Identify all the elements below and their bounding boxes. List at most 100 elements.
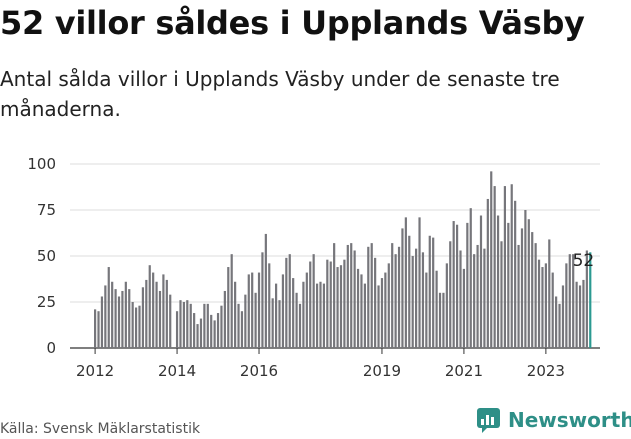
bar: [264, 233, 267, 348]
bar: [418, 217, 421, 348]
bar: [408, 235, 411, 348]
bar: [555, 296, 558, 348]
y-tick-label: 0: [46, 339, 56, 357]
bar: [206, 303, 209, 348]
x-tick-label: 2019: [363, 362, 401, 380]
bar: [572, 254, 575, 348]
bar: [271, 298, 274, 348]
bar: [131, 302, 134, 348]
newsworthy-logo-icon: [477, 408, 500, 433]
bar: [117, 296, 121, 348]
bar: [551, 272, 554, 348]
bar: [210, 314, 213, 348]
x-tick-label: 2023: [527, 362, 565, 380]
bar: [261, 252, 264, 348]
brand-logo[interactable]: Newsworthy: [476, 407, 631, 433]
bar: [230, 254, 233, 348]
bar: [138, 305, 141, 348]
bar: [336, 267, 339, 348]
bar: [353, 250, 356, 348]
bar: [295, 292, 298, 348]
bar: [196, 324, 199, 348]
bar: [186, 300, 189, 348]
x-tick-label: 2021: [445, 362, 483, 380]
bar: [247, 274, 250, 348]
bar: [425, 272, 428, 348]
bar: [380, 278, 384, 348]
bar: [476, 244, 479, 348]
y-tick-label: 25: [37, 293, 56, 311]
bar: [268, 263, 271, 348]
bar: [141, 287, 145, 348]
bar: [107, 267, 110, 348]
bar: [466, 222, 469, 348]
bar: [462, 268, 466, 348]
bar: [302, 281, 305, 348]
bar: [329, 261, 332, 348]
bar: [473, 254, 476, 348]
bar: [387, 263, 390, 348]
bar: [322, 283, 326, 348]
bar: [339, 265, 343, 348]
bar: [333, 243, 336, 348]
bar: [319, 281, 322, 348]
bar: [435, 270, 438, 348]
bar: [432, 237, 435, 348]
bar: [179, 300, 182, 348]
bar: [257, 272, 261, 348]
bar: [568, 254, 571, 348]
bar: [288, 254, 291, 348]
bar: [169, 294, 172, 348]
bar: [148, 265, 151, 348]
bar: [544, 263, 547, 348]
bar: [510, 184, 513, 348]
bar: [363, 283, 366, 348]
bar: [346, 244, 349, 348]
bar: [507, 222, 510, 348]
bar: [428, 235, 431, 348]
bar: [189, 303, 192, 348]
bar: [534, 243, 537, 348]
bar: [193, 313, 196, 348]
bar: [377, 285, 380, 348]
chart-subtitle: Antal sålda villor i Upplands Väsby unde…: [0, 67, 560, 121]
bar: [561, 285, 565, 348]
bar: [356, 268, 360, 348]
bar: [384, 272, 387, 348]
chart-title: 52 villor såldes i Upplands Väsby: [0, 4, 585, 42]
bar: [145, 279, 148, 348]
bar: [493, 186, 496, 348]
bar: [165, 279, 168, 348]
bar: [449, 241, 452, 348]
bar: [558, 303, 561, 348]
bar: [438, 292, 442, 348]
bar: [531, 232, 534, 348]
bar: [237, 303, 240, 348]
bar: [182, 302, 185, 348]
x-tick-label: 2012: [76, 362, 114, 380]
y-tick-label: 75: [37, 201, 56, 219]
bar: [401, 228, 404, 348]
bar: [565, 263, 568, 348]
bar: [514, 200, 517, 348]
bar: [397, 246, 401, 348]
bar: [312, 254, 315, 348]
bar: [128, 289, 131, 348]
bar: [227, 267, 230, 348]
bar: [305, 272, 308, 348]
bar: [575, 281, 578, 348]
bar: [234, 281, 237, 348]
bar: [459, 250, 462, 348]
bar: [124, 281, 127, 348]
bar: [114, 289, 117, 348]
bar: [411, 256, 414, 348]
bar: [415, 248, 418, 348]
bar: [97, 311, 100, 348]
bar: [121, 290, 124, 348]
bar: [254, 292, 257, 348]
bar: [350, 243, 353, 348]
bar: [537, 259, 541, 348]
x-tick-label: 2016: [240, 362, 278, 380]
bar: [496, 215, 500, 348]
bar: [486, 198, 489, 348]
